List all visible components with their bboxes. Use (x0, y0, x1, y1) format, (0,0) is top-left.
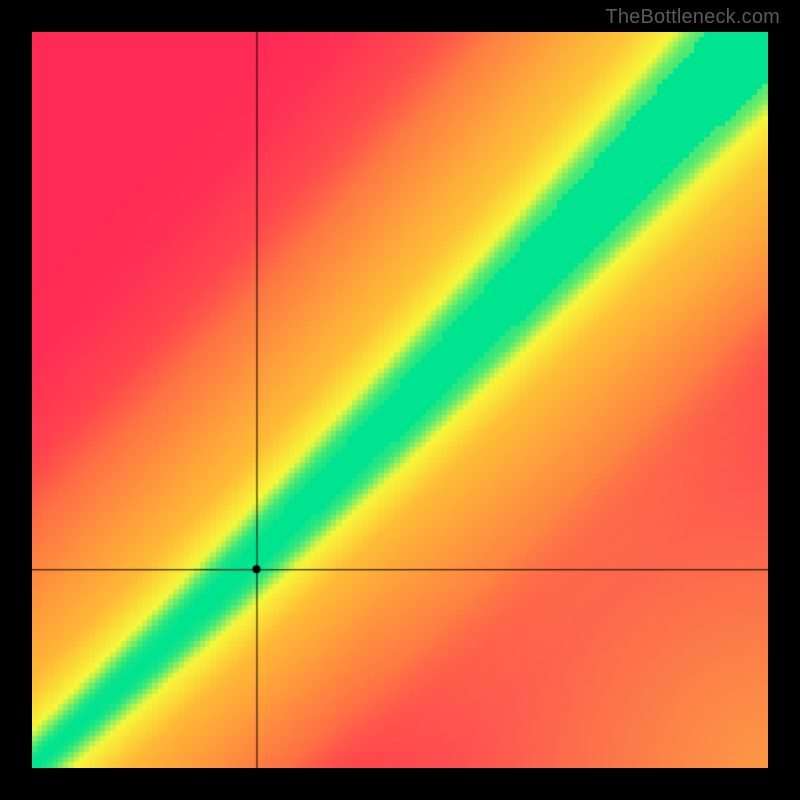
chart-area (32, 32, 768, 768)
watermark-text: TheBottleneck.com (605, 6, 780, 29)
heatmap-canvas (32, 32, 768, 768)
figure-container: TheBottleneck.com (0, 0, 800, 800)
